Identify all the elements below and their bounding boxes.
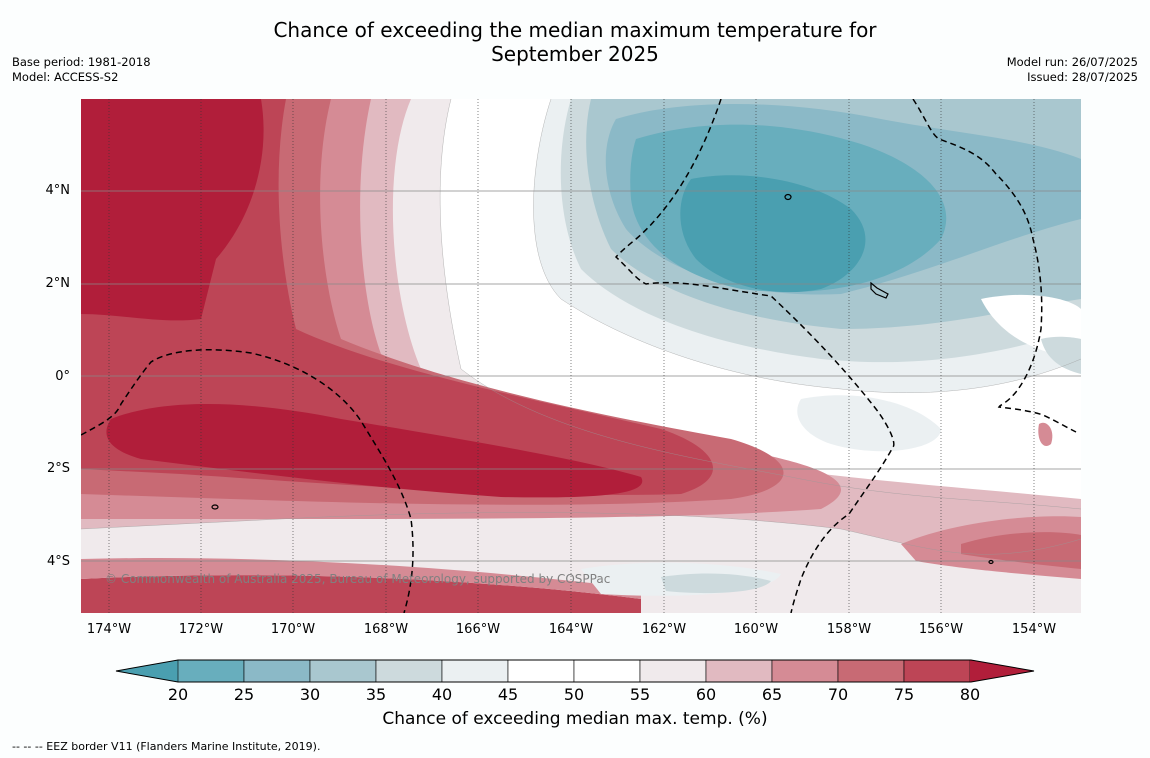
lat-label: 4°N [45, 183, 71, 198]
colorbar-tick: 30 [299, 685, 321, 704]
colorbar-segment [573, 659, 641, 683]
colorbar-tick: 55 [629, 685, 651, 704]
lat-label: 4°S [46, 554, 70, 569]
colorbar-segments [116, 659, 1034, 683]
model-run-date: Model run: 26/07/2025 [1006, 55, 1138, 69]
lon-label: 156°W [918, 622, 964, 637]
lon-label: 170°W [270, 622, 316, 637]
chart-title: Chance of exceeding the median maximum t… [0, 18, 1150, 66]
colorbar-label: Chance of exceeding median max. temp. (%… [382, 709, 768, 729]
lon-label: 158°W [826, 622, 872, 637]
colorbar-segment [771, 659, 839, 683]
colorbar-segment [639, 659, 707, 683]
lon-label: 166°W [455, 622, 501, 637]
eez-footnote: -- -- -- EEZ border V11 (Flanders Marine… [12, 740, 321, 753]
lon-label: 154°W [1011, 622, 1057, 637]
title-line-2: September 2025 [491, 42, 659, 66]
colorbar-tick: 60 [695, 685, 717, 704]
colorbar-segment [705, 659, 773, 683]
colorbar-tick: 50 [563, 685, 585, 704]
colorbar [115, 659, 1035, 683]
contour-fills [81, 99, 1081, 613]
title-line-1: Chance of exceeding the median maximum t… [273, 18, 877, 42]
colorbar-tick: 40 [431, 685, 453, 704]
meta-right: Model run: 26/07/2025 Issued: 28/07/2025 [1007, 55, 1138, 85]
issued-date: Issued: 28/07/2025 [1027, 70, 1138, 84]
copyright-notice: © Commonwealth of Australia 2025, Bureau… [105, 572, 611, 586]
colorbar-extend-low [116, 660, 178, 682]
eez-borders [81, 99, 1077, 613]
lon-label: 168°W [363, 622, 409, 637]
lat-label: 2°S [46, 461, 70, 476]
lon-label: 172°W [178, 622, 224, 637]
colorbar-tick: 35 [365, 685, 387, 704]
colorbar-tick: 25 [233, 685, 255, 704]
lon-label: 162°W [641, 622, 687, 637]
colorbar-segment [177, 659, 245, 683]
model-name: Model: ACCESS-S2 [12, 70, 119, 84]
colorbar-segment [243, 659, 311, 683]
lon-label: 174°W [86, 622, 132, 637]
colorbar-segment [507, 659, 575, 683]
lon-label: 164°W [548, 622, 594, 637]
colorbar-segment [903, 659, 971, 683]
lon-label: 160°W [733, 622, 779, 637]
map-panel[interactable]: © Commonwealth of Australia 2025, Bureau… [81, 99, 1081, 613]
colorbar-segment [837, 659, 905, 683]
base-period: Base period: 1981-2018 [12, 55, 151, 69]
colorbar-tick: 65 [761, 685, 783, 704]
colorbar-segment [441, 659, 509, 683]
colorbar-tick: 80 [959, 685, 981, 704]
colorbar-tick: 75 [893, 685, 915, 704]
islands [211, 193, 994, 565]
contour-lines [81, 99, 1081, 555]
colorbar-segment [309, 659, 377, 683]
lat-label: 0° [55, 369, 70, 384]
colorbar-segment [375, 659, 443, 683]
map-svg [81, 99, 1081, 613]
colorbar-tick: 70 [827, 685, 849, 704]
colorbar-tick: 20 [167, 685, 189, 704]
graticule [81, 99, 1081, 613]
meta-left: Base period: 1981-2018 Model: ACCESS-S2 [12, 55, 151, 85]
lat-label: 2°N [45, 276, 71, 291]
colorbar-extend-high [970, 660, 1034, 682]
colorbar-tick: 45 [497, 685, 519, 704]
